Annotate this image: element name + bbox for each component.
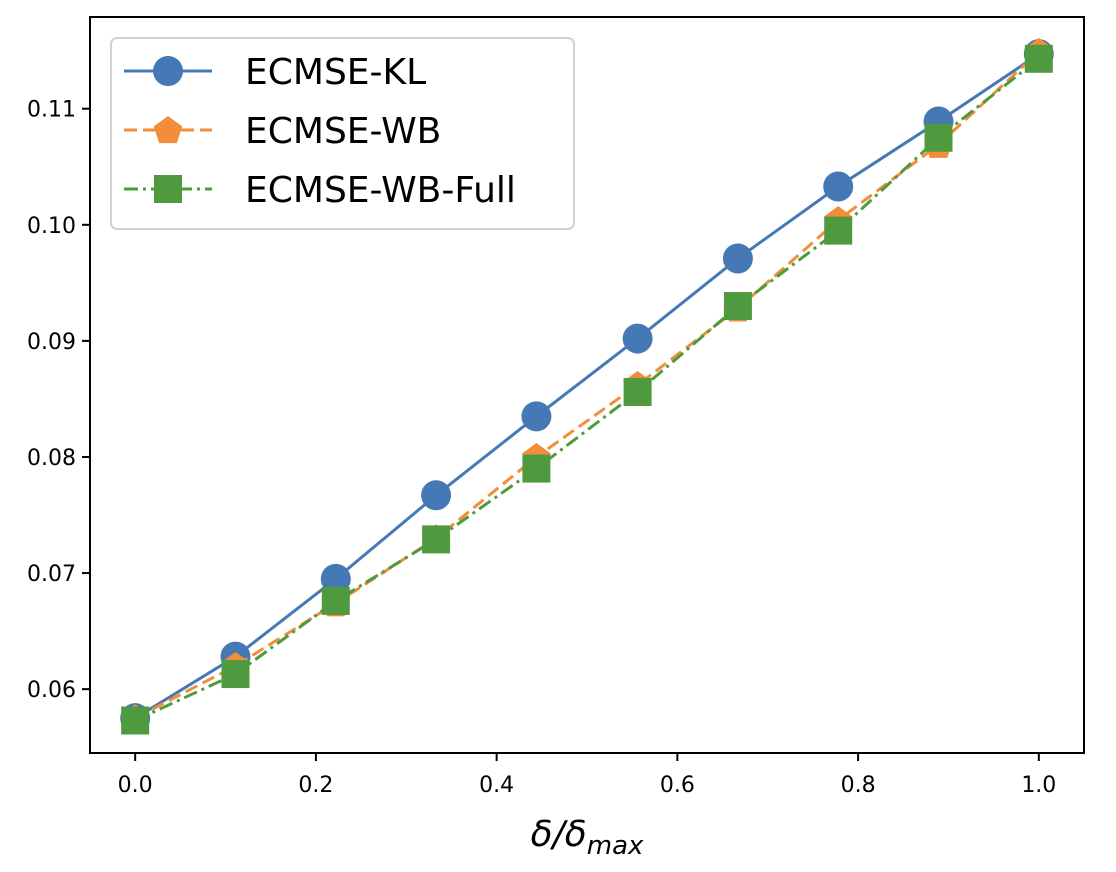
data-point-square bbox=[121, 706, 150, 735]
data-point-square bbox=[623, 377, 652, 406]
data-point-circle bbox=[622, 323, 653, 354]
data-point-square bbox=[422, 525, 451, 554]
legend-marker-pentagon bbox=[153, 116, 183, 144]
legend-marker-circle bbox=[153, 56, 183, 86]
legend-label: ECMSE-WB-Full bbox=[245, 170, 516, 211]
y-tick-label: 0.08 bbox=[27, 446, 76, 471]
data-point-square bbox=[723, 292, 752, 321]
x-axis-label-main: δ/δ bbox=[531, 814, 587, 855]
data-point-square bbox=[824, 216, 853, 245]
series-line bbox=[134, 57, 1040, 722]
legend-entries: ECMSE-KL ECMSE-WB ECMSE-WB-Full bbox=[124, 52, 516, 211]
data-point-circle bbox=[823, 171, 854, 202]
legend-label: ECMSE-WB bbox=[245, 111, 441, 152]
x-axis-label: δ/δmax bbox=[531, 814, 644, 861]
y-tick-label: 0.11 bbox=[27, 98, 76, 123]
x-axis-label-subscript: max bbox=[587, 831, 644, 861]
legend-entry: ECMSE-KL bbox=[124, 52, 426, 93]
legend-entry: ECMSE-WB-Full bbox=[124, 170, 516, 211]
data-point-circle bbox=[722, 243, 753, 274]
data-point-square bbox=[321, 586, 350, 615]
data-point-circle bbox=[421, 480, 452, 511]
y-tick-label: 0.06 bbox=[27, 678, 76, 703]
legend-label: ECMSE-KL bbox=[245, 52, 426, 93]
legend-box bbox=[110, 37, 575, 230]
series-ecmse-wb-full bbox=[121, 44, 1053, 735]
plot-series-layer bbox=[120, 37, 1054, 735]
series-line bbox=[134, 52, 1040, 720]
legend: ECMSE-KL ECMSE-WB ECMSE-WB-Full bbox=[110, 37, 575, 230]
x-tick-label: 0.2 bbox=[298, 773, 333, 798]
x-tick-label: 0.0 bbox=[118, 773, 153, 798]
data-point-square bbox=[221, 660, 250, 689]
data-point-circle bbox=[521, 401, 552, 432]
y-tick-label: 0.09 bbox=[27, 330, 76, 355]
data-point-square bbox=[522, 454, 551, 483]
x-tick-label: 1.0 bbox=[1021, 773, 1056, 798]
axis-ticks: 0.06 0.07 0.08 0.09 0.10 0.11 0.0 0.2 0.4 0.6 0.8 1… bbox=[27, 98, 1056, 798]
series-line bbox=[134, 50, 1040, 720]
data-point-square bbox=[1024, 44, 1053, 73]
y-tick-label: 0.10 bbox=[27, 214, 76, 239]
x-tick-label: 0.6 bbox=[660, 773, 695, 798]
plot-area-frame bbox=[89, 16, 1085, 754]
data-point-square bbox=[924, 123, 953, 152]
legend-entry: ECMSE-WB bbox=[124, 111, 441, 152]
data-point-circle bbox=[320, 563, 351, 594]
y-tick-label: 0.07 bbox=[27, 562, 76, 587]
x-tick-label: 0.4 bbox=[479, 773, 514, 798]
x-tick-label: 0.8 bbox=[841, 773, 876, 798]
legend-marker-square bbox=[154, 175, 182, 203]
